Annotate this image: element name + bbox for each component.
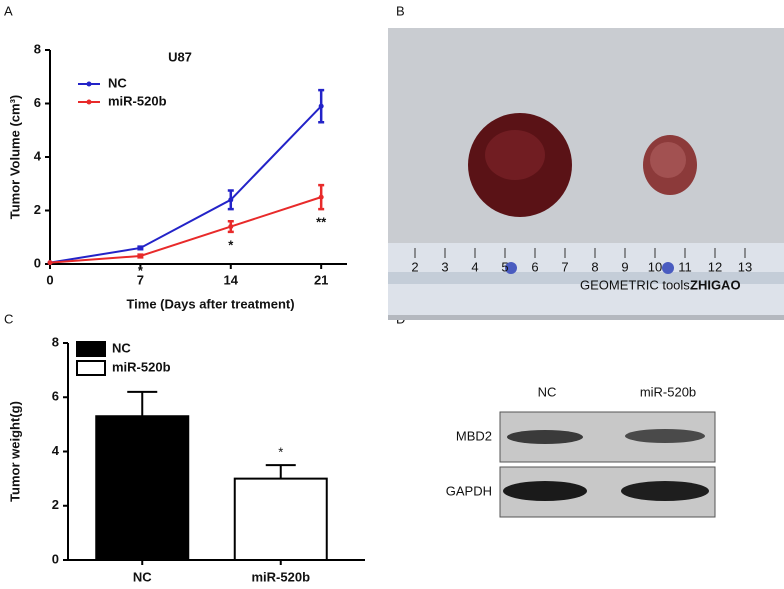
y-tick-label: 2 <box>34 202 41 217</box>
ruler-number: 13 <box>738 259 752 274</box>
panel-label: C <box>4 311 13 326</box>
x-axis-label: Time (Days after treatment) <box>126 296 294 311</box>
tumor-shade <box>650 142 686 178</box>
ruler-numbers: 2 3 4 5 6 7 8 9 10 11 12 13 <box>411 248 752 274</box>
x-tick-label: NC <box>133 569 152 584</box>
y-tick-label: 6 <box>52 389 59 404</box>
y-axis-label: Tumor Volume (cm³) <box>7 95 22 219</box>
tumor-shade <box>485 130 545 180</box>
error-bar <box>318 88 325 124</box>
legend-swatch <box>76 341 106 357</box>
ruler-number: 9 <box>621 259 628 274</box>
significance: ** <box>316 215 327 230</box>
x-tick-label: 14 <box>224 272 239 287</box>
error-bar <box>318 183 325 211</box>
legend-label: miR-520b <box>112 359 171 374</box>
error-bar <box>137 253 144 259</box>
x-tick-label: miR-520b <box>251 569 310 584</box>
y-tick-label: 4 <box>34 148 42 163</box>
bar <box>95 415 190 561</box>
bar <box>233 477 328 561</box>
ruler-number: 7 <box>561 259 568 274</box>
ruler-dot <box>662 262 674 274</box>
ruler-dot <box>505 262 517 274</box>
western-blot: NC miR-520b MBD2 GAPDH <box>446 384 716 518</box>
ruler-band <box>388 272 784 284</box>
error-bar <box>137 245 144 251</box>
panel-label: A <box>4 3 13 18</box>
significance: * <box>278 445 283 460</box>
ruler-maker: ZHIGAO <box>690 277 741 292</box>
series-line <box>49 196 322 264</box>
ruler-number: 5 <box>501 259 508 274</box>
x-tick-label: 0 <box>46 272 53 287</box>
lane-label: NC <box>538 384 557 399</box>
y-tick-label: 2 <box>52 497 59 512</box>
y-tick-label: 4 <box>52 443 60 458</box>
chart-title: U87 <box>168 49 192 64</box>
panel-label: B <box>396 3 405 18</box>
ruler-number: 10 <box>648 259 662 274</box>
y-tick-label: 8 <box>52 334 59 349</box>
y-axis-label: Tumor weight(g) <box>7 401 22 502</box>
legend-marker <box>86 99 92 105</box>
ruler-number: 12 <box>708 259 722 274</box>
legend-marker <box>86 81 92 87</box>
ruler-number: 4 <box>471 259 478 274</box>
y-tick-label: 6 <box>34 95 41 110</box>
ruler-number: 8 <box>591 259 598 274</box>
error-bar <box>227 189 234 211</box>
legend-label: NC <box>108 75 127 90</box>
photo: 2 3 4 5 6 7 8 9 10 11 12 13 GEOMETRIC tools ZHIGAO <box>388 28 784 320</box>
x-tick-label: 7 <box>137 272 144 287</box>
band-label: GAPDH <box>446 483 492 498</box>
photo-backdrop <box>388 28 784 243</box>
legend-swatch <box>76 360 106 376</box>
ruler-number: 6 <box>531 259 538 274</box>
legend-label: NC <box>112 340 131 355</box>
y-tick-label: 0 <box>34 255 41 270</box>
x-tick-label: 21 <box>314 272 328 287</box>
ruler-number: 11 <box>678 259 692 274</box>
ruler-brand: GEOMETRIC tools <box>580 277 690 292</box>
ruler-number: 2 <box>411 259 418 274</box>
legend-label: miR-520b <box>108 93 167 108</box>
error-bar <box>127 390 158 417</box>
point <box>47 260 53 266</box>
error-bar <box>265 464 296 479</box>
band <box>507 430 583 444</box>
y-tick-label: 8 <box>34 41 41 56</box>
band-label: MBD2 <box>456 428 492 443</box>
significance: * <box>138 263 144 278</box>
significance: * <box>228 237 234 252</box>
band <box>621 481 709 501</box>
error-bar <box>227 219 234 234</box>
ruler-number: 3 <box>441 259 448 274</box>
band <box>625 429 705 443</box>
y-tick-label: 0 <box>52 551 59 566</box>
lane-label: miR-520b <box>640 384 696 399</box>
band <box>503 481 587 501</box>
series-line <box>49 105 322 264</box>
